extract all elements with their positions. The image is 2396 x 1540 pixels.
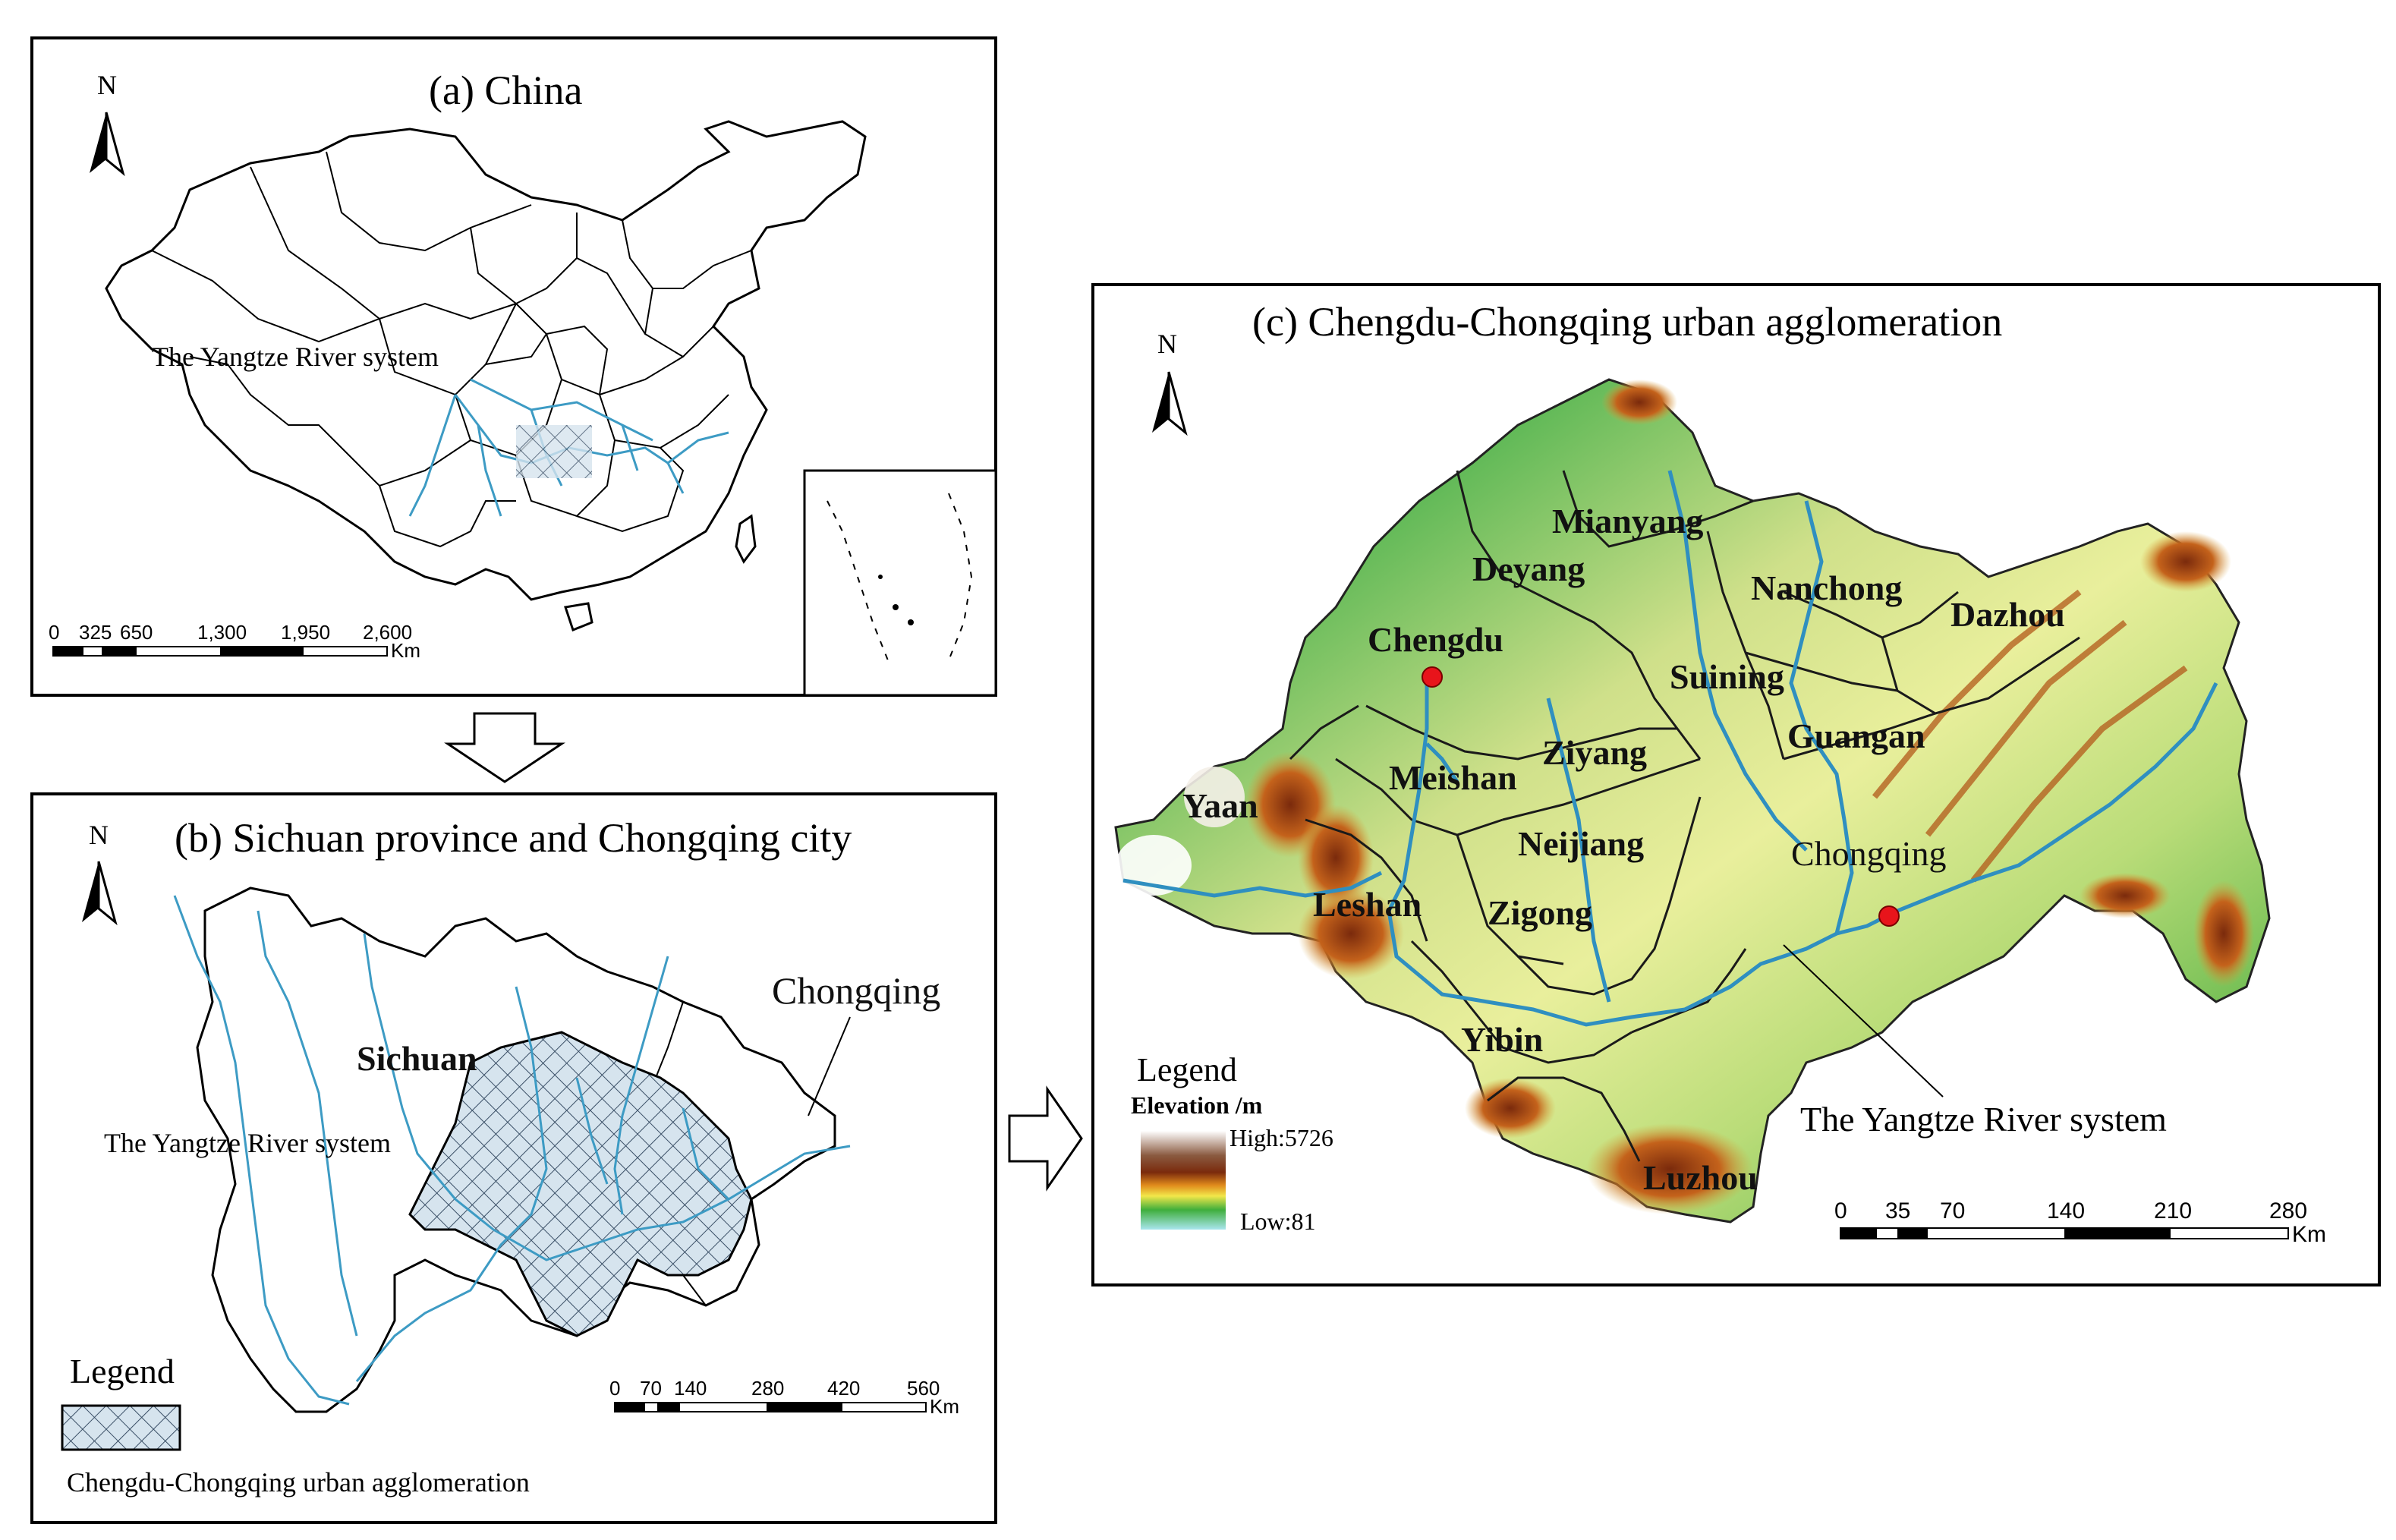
north-label: N	[97, 70, 117, 100]
city-label-yibin: Yibin	[1461, 1020, 1543, 1059]
city-label-mianyang: Mianyang	[1552, 502, 1703, 540]
panel-a-study-area	[516, 425, 592, 478]
scale-unit: Km	[2292, 1222, 2326, 1247]
scale-tick: 0	[49, 621, 59, 644]
city-label-luzhou: Luzhou	[1643, 1158, 1758, 1197]
north-label: N	[89, 820, 109, 850]
city-label-ziyang: Ziyang	[1542, 733, 1647, 772]
scale-tick: 280	[751, 1377, 784, 1400]
scale-tick: 70	[640, 1377, 662, 1400]
scale-tick: 280	[2269, 1198, 2307, 1223]
province-boundaries	[151, 151, 752, 548]
scale-tick: 35	[1885, 1198, 1910, 1223]
north-label: N	[1157, 329, 1177, 359]
chengdu-marker	[1422, 666, 1443, 688]
down-arrow-a-to-b	[444, 712, 565, 783]
panel-c-title: (c) Chengdu-Chongqing urban agglomeratio…	[1252, 299, 2002, 345]
panel-a-north-arrow: N	[88, 70, 124, 175]
ridge-lines	[1872, 589, 2188, 883]
panel-c-river-label: The Yangtze River system	[1800, 1100, 2167, 1138]
panel-b-sichuan-label: Sichuan	[357, 1039, 477, 1078]
scale-tick: 2,600	[363, 621, 412, 644]
hainan-island	[564, 602, 593, 631]
panel-b-title: (b) Sichuan province and Chongqing city	[175, 815, 852, 861]
legend-high-label: High:5726	[1229, 1124, 1333, 1151]
panel-a-china: (a) China N	[30, 36, 997, 697]
chongqing-leader-line	[808, 1016, 851, 1116]
right-arrow-b-to-c	[1008, 1085, 1083, 1192]
scale-tick: 650	[120, 621, 153, 644]
city-label-chongqing: Chongqing	[1791, 834, 1946, 873]
elevation-color-ramp	[1141, 1131, 1226, 1230]
legend-subtitle: Elevation /m	[1131, 1091, 1263, 1119]
panel-a-title: (a) China	[429, 68, 582, 113]
scale-unit: Km	[930, 1395, 959, 1418]
panel-c-north-arrow: N	[1151, 329, 1187, 434]
legend-hatch-swatch	[61, 1404, 181, 1451]
city-label-suining: Suining	[1670, 657, 1784, 696]
city-label-chengdu: Chengdu	[1368, 620, 1503, 659]
panel-c-legend: Legend Elevation /m High:5726 Low:81	[1131, 1051, 1333, 1235]
panel-c-scale-bar: 0 35 70 140 210 280 Km	[1834, 1198, 2326, 1247]
panel-b-river-label: The Yangtze River system	[104, 1128, 391, 1158]
panel-b-sichuan-chongqing: (b) Sichuan province and Chongqing city …	[30, 792, 997, 1524]
city-label-dazhou: Dazhou	[1950, 595, 2065, 634]
city-label-nanchong: Nanchong	[1751, 568, 1902, 607]
panel-a-river-label: The Yangtze River system	[152, 342, 439, 372]
city-label-guangan: Guangan	[1787, 716, 1925, 755]
city-label-zigong: Zigong	[1488, 893, 1592, 932]
legend-low-label: Low:81	[1240, 1208, 1316, 1235]
legend-item-label: Chengdu-Chongqing urban agglomeration	[67, 1467, 530, 1497]
panel-b-scale-bar: 0 70 140 280 420 560 Km	[609, 1377, 959, 1418]
prefecture-boundaries	[1289, 470, 2080, 1162]
city-label-neijiang: Neijiang	[1518, 824, 1644, 863]
south-china-sea-inset	[803, 469, 997, 697]
city-label-leshan: Leshan	[1313, 885, 1422, 924]
scale-tick: 560	[907, 1377, 940, 1400]
panel-b-legend: Legend Chengdu-Chongqing urban agglomera…	[61, 1352, 530, 1497]
scale-tick: 0	[609, 1377, 620, 1400]
city-label-yaan: Yaan	[1182, 786, 1258, 825]
city-label-deyang: Deyang	[1472, 550, 1585, 588]
scale-tick: 1,950	[281, 621, 330, 644]
legend-title: Legend	[70, 1352, 175, 1390]
panel-b-chongqing-label: Chongqing	[772, 969, 940, 1012]
scale-tick: 140	[674, 1377, 707, 1400]
scale-tick: 420	[827, 1377, 860, 1400]
panel-c-river-leader	[1783, 944, 1944, 1098]
scale-tick: 325	[79, 621, 112, 644]
scale-tick: 210	[2154, 1198, 2192, 1223]
chongqing-marker	[1878, 905, 1900, 927]
taiwan-island	[735, 514, 757, 564]
panel-b-north-arrow: N	[80, 820, 117, 924]
city-label-meishan: Meishan	[1389, 758, 1517, 797]
scale-tick: 140	[2047, 1198, 2085, 1223]
scale-tick: 0	[1834, 1198, 1847, 1223]
scale-tick: 1,300	[197, 621, 247, 644]
panel-b-rivers	[173, 895, 851, 1406]
scale-unit: Km	[391, 639, 420, 662]
panel-c-urban-agglomeration: (c) Chengdu-Chongqing urban agglomeratio…	[1091, 283, 2381, 1286]
scale-tick: 70	[1940, 1198, 1965, 1223]
legend-title: Legend	[1137, 1051, 1237, 1088]
city-labels: Mianyang Deyang Nanchong Dazhou Chengdu …	[1182, 502, 2065, 1197]
urban-agglomeration-area	[408, 1031, 753, 1337]
panel-a-scale-bar: 0 325 650 1,300 1,950 2,600 Km	[49, 621, 420, 662]
